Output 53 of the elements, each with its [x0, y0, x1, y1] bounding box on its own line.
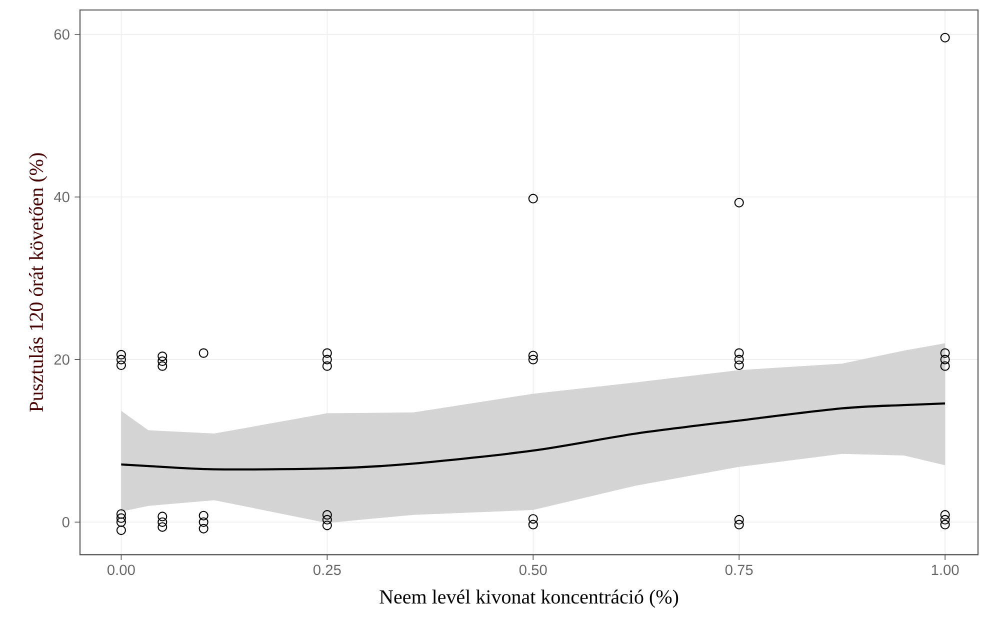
point	[116, 509, 126, 519]
point	[158, 517, 168, 527]
y-tick-label: 60	[54, 29, 70, 40]
x-tick-label: 0.50	[519, 564, 547, 576]
point	[734, 514, 744, 525]
y-tick-label: 40	[54, 192, 70, 202]
point	[322, 354, 332, 364]
point	[940, 32, 950, 42]
point	[198, 510, 208, 520]
point	[528, 514, 538, 524]
point	[322, 510, 332, 520]
point	[734, 354, 744, 364]
point	[322, 348, 332, 358]
x-tick-label: 1.00	[932, 564, 959, 576]
point	[734, 198, 744, 208]
x-tick-label: 0.75	[725, 564, 753, 576]
x-tick-label: 0.00	[107, 564, 135, 576]
point	[528, 194, 538, 204]
point	[158, 356, 168, 366]
point	[940, 348, 950, 358]
point	[940, 510, 950, 520]
point	[940, 354, 950, 364]
point	[940, 514, 950, 525]
point	[198, 348, 208, 358]
point	[158, 352, 168, 362]
point	[116, 360, 126, 370]
point	[734, 348, 744, 358]
point	[158, 522, 168, 532]
point	[116, 350, 126, 360]
point	[528, 520, 538, 530]
point	[528, 354, 538, 364]
point	[158, 361, 168, 371]
point	[734, 520, 744, 530]
point	[116, 517, 126, 527]
point	[198, 524, 208, 534]
point	[940, 520, 950, 530]
point	[940, 361, 950, 371]
point	[734, 360, 744, 370]
point	[158, 512, 168, 522]
y-axis-title: Pusztulás 120 órát követően (%)	[28, 153, 48, 412]
point	[322, 361, 332, 371]
line-series	[120, 402, 946, 470]
point	[116, 525, 126, 536]
point	[528, 350, 538, 360]
point	[322, 520, 332, 530]
x-tick-label: 0.25	[313, 564, 341, 576]
y-tick-label: 0	[62, 516, 70, 528]
point	[198, 517, 208, 527]
point	[116, 354, 126, 364]
x-axis-title: Neem levél kivonat koncentráció (%)	[380, 590, 678, 608]
point	[322, 514, 332, 525]
point	[116, 513, 126, 523]
y-tick-label: 20	[54, 354, 70, 365]
